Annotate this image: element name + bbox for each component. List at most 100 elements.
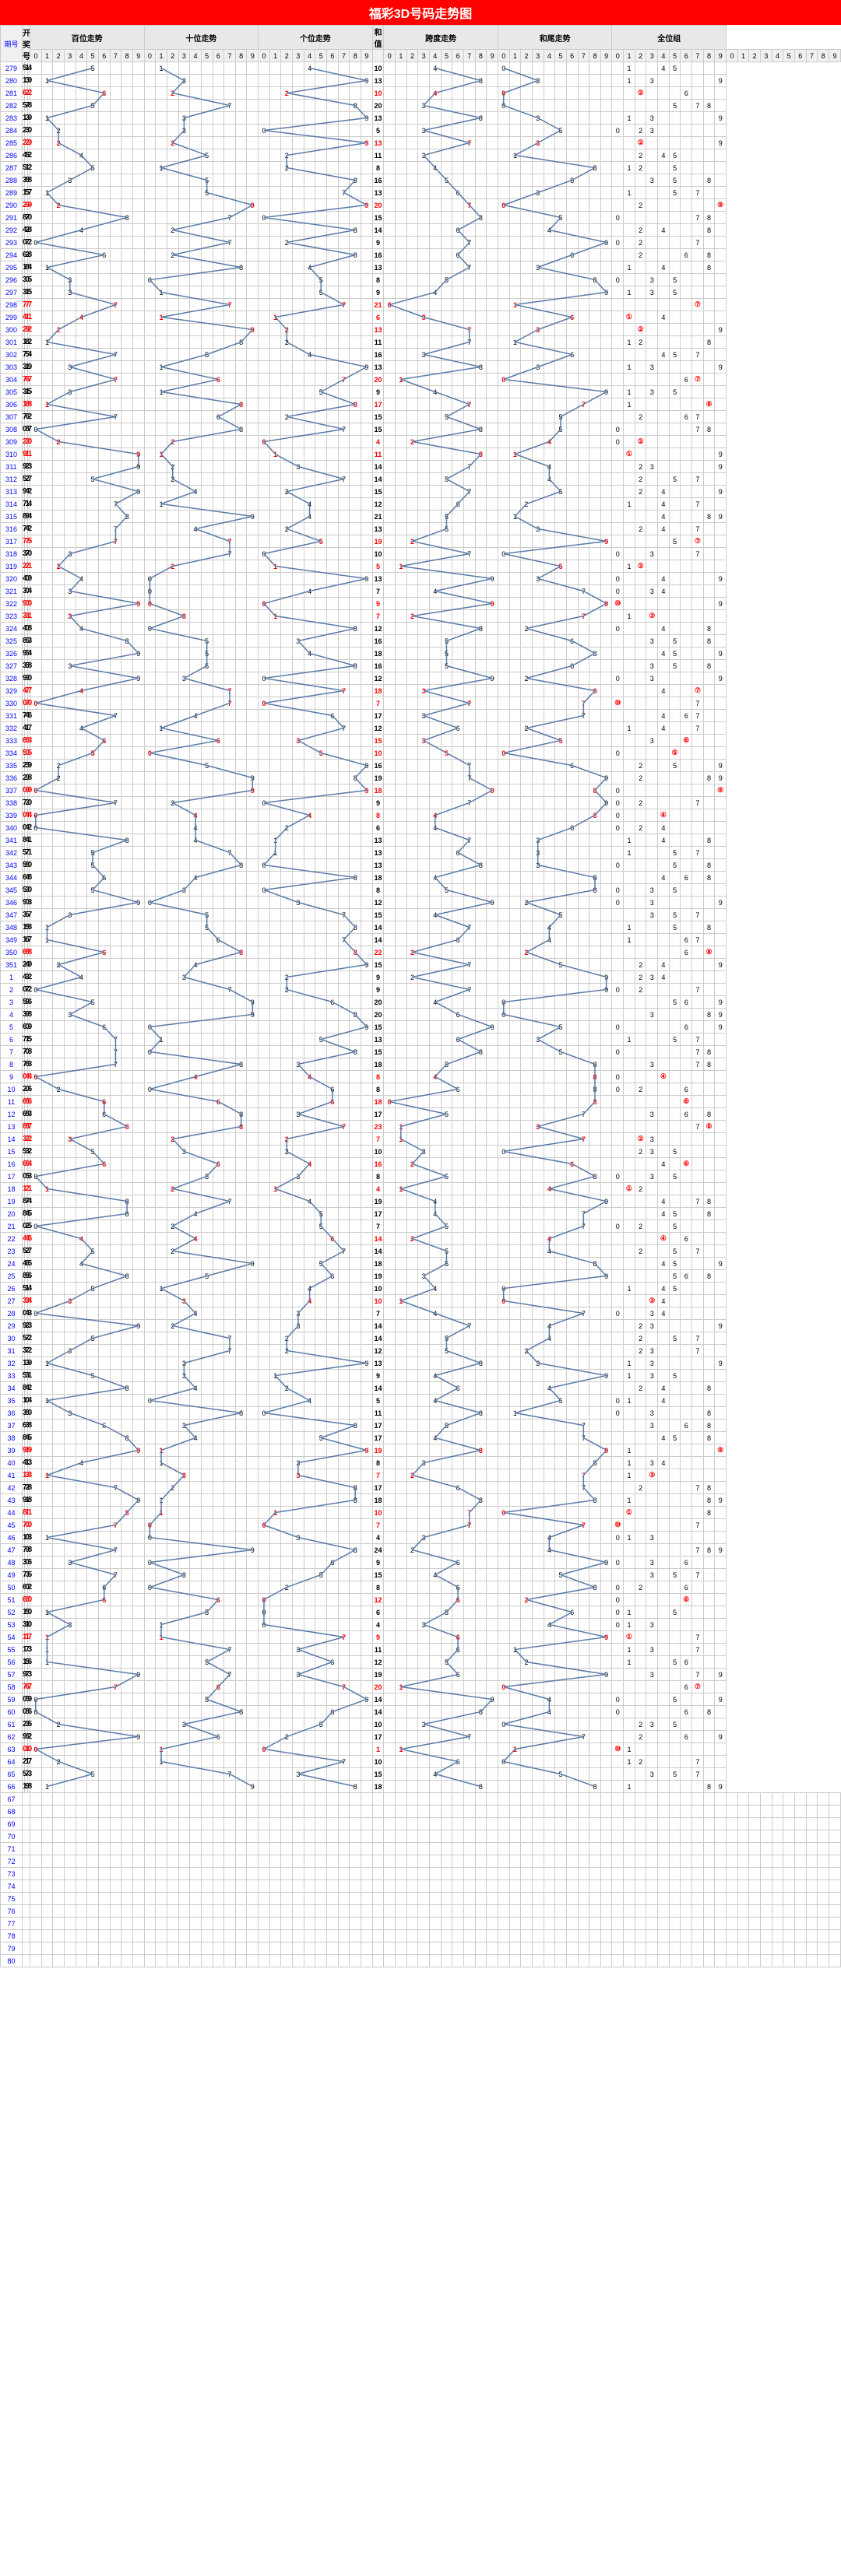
- cell-trend: 5: [87, 747, 99, 760]
- cell-combo: [646, 573, 658, 585]
- cell-span: [487, 311, 498, 324]
- cell-trend: [121, 984, 133, 996]
- cell-tail: 8: [589, 884, 601, 897]
- cell-trend: [247, 971, 259, 984]
- cell-trend: [64, 897, 76, 909]
- cell-span: 7: [463, 237, 475, 249]
- cell-trend: 0: [30, 784, 42, 797]
- cell-trend: [132, 324, 144, 336]
- cell-span: [475, 747, 487, 760]
- cell-trend: [87, 573, 99, 585]
- cell-trend: 8: [121, 834, 133, 847]
- cell-combo: 3: [646, 585, 658, 598]
- cell-span: [406, 112, 418, 125]
- cell-tail: [498, 598, 509, 610]
- cell-trend: [156, 623, 167, 635]
- cell-tail: [521, 760, 533, 772]
- cell-trend: [350, 137, 361, 149]
- table-row: 284230230535023: [1, 125, 841, 137]
- cell-combo: [692, 249, 704, 261]
- cell-tail: [544, 660, 555, 672]
- cell-trend: 3: [293, 635, 304, 648]
- cell-tail: [521, 909, 533, 921]
- cell-trend: [247, 946, 259, 959]
- cell-combo: [692, 511, 704, 523]
- cell-combo: [681, 162, 692, 174]
- cell-trend: 4: [304, 511, 315, 523]
- cell-trend: [167, 311, 178, 324]
- cell-span: [441, 872, 452, 884]
- cell-combo: [624, 299, 635, 311]
- cell-trend: [281, 598, 293, 610]
- cell-trend: [293, 237, 304, 249]
- cell-combo: [703, 884, 715, 897]
- cell-combo: [669, 834, 681, 847]
- cell-combo: [703, 560, 715, 573]
- cell-trend: [259, 635, 270, 648]
- cell-trend: [269, 100, 281, 112]
- cell-trend: [338, 349, 350, 361]
- cell-trend: [338, 760, 350, 772]
- cell-span: [396, 722, 407, 735]
- cell-span: 6: [452, 187, 464, 199]
- cell-trend: [190, 722, 202, 735]
- cell-tail: [532, 349, 544, 361]
- cell-trend: [41, 125, 53, 137]
- cell-trend: [98, 859, 110, 872]
- cell-trend: [190, 174, 202, 187]
- cell-combo: [635, 511, 646, 523]
- cell-trend: [41, 423, 53, 436]
- cell-trend: [53, 461, 65, 473]
- cell-span: [452, 100, 464, 112]
- cell-combo: 8: [703, 336, 715, 349]
- cell-trend: [110, 921, 121, 934]
- cell-tail: [555, 174, 567, 187]
- cell-trend: [121, 710, 133, 722]
- cell-combo: 7: [692, 909, 704, 921]
- cell-span: [396, 809, 407, 822]
- cell-trend: [201, 436, 213, 448]
- cell-trend: [110, 685, 121, 697]
- cell-tail: [544, 212, 555, 224]
- cell-trend: 8: [235, 336, 247, 349]
- col-digit: 5: [555, 50, 567, 62]
- cell-trend: [121, 735, 133, 747]
- cell-combo: 9: [715, 361, 727, 374]
- cell-combo: 9: [715, 137, 727, 149]
- cell-span: 1: [396, 374, 407, 386]
- cell-tail: 6: [566, 822, 578, 834]
- cell-tail: [521, 423, 533, 436]
- cell-sum: 20: [372, 199, 384, 212]
- cell-span: [487, 610, 498, 623]
- cell-trend: 7: [338, 187, 350, 199]
- cell-tail: [600, 498, 612, 511]
- cell-combo: [692, 660, 704, 672]
- cell-trend: [269, 822, 281, 834]
- col-digit: 8: [703, 50, 715, 62]
- cell-combo: 2: [635, 237, 646, 249]
- cell-tail: [532, 897, 544, 909]
- cell-combo: 1: [624, 286, 635, 299]
- cell-tail: [578, 784, 589, 797]
- cell-tail: [578, 747, 589, 760]
- cell-combo: [681, 623, 692, 635]
- cell-period: 340: [1, 822, 23, 834]
- cell-span: 6: [452, 847, 464, 859]
- cell-trend: [235, 286, 247, 299]
- cell-trend: [327, 959, 339, 971]
- cell-span: [384, 199, 396, 212]
- cell-tail: [532, 87, 544, 100]
- cell-trend: [304, 834, 315, 847]
- cell-span: [406, 87, 418, 100]
- cell-trend: [110, 784, 121, 797]
- cell-trend: [304, 535, 315, 548]
- cell-span: [475, 87, 487, 100]
- cell-span: [406, 311, 418, 324]
- cell-combo: [658, 286, 670, 299]
- cell-trend: [361, 274, 373, 286]
- cell-span: [429, 100, 441, 112]
- cell-trend: [144, 149, 156, 162]
- cell-trend: [110, 212, 121, 224]
- cell-combo: [646, 685, 658, 697]
- cell-trend: [293, 934, 304, 946]
